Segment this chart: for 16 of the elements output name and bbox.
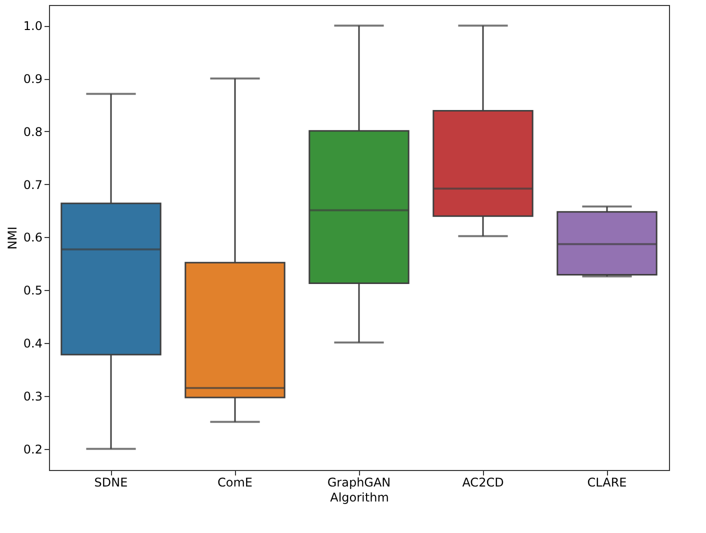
y-tick-label: 1.0 (23, 19, 42, 34)
y-tick-label: 0.2 (23, 442, 42, 456)
x-tick-label: GraphGAN (327, 476, 391, 490)
y-tick-label: 0.4 (23, 336, 42, 351)
y-tick-label: 0.9 (23, 72, 42, 86)
y-tick-label: 0.6 (23, 230, 42, 245)
x-tick-label: CLARE (587, 476, 627, 490)
x-tick-label: ComE (218, 476, 252, 490)
y-tick-label: 0.8 (23, 124, 42, 139)
x-tick-label: AC2CD (462, 476, 504, 490)
y-tick-label: 0.5 (23, 284, 42, 298)
y-tick-label: 0.7 (23, 178, 42, 192)
x-tick-label: SDNE (94, 476, 128, 490)
y-axis-title: NMI (5, 226, 20, 250)
y-tick-label: 0.3 (23, 389, 42, 404)
x-axis-title: Algorithm (330, 490, 389, 504)
